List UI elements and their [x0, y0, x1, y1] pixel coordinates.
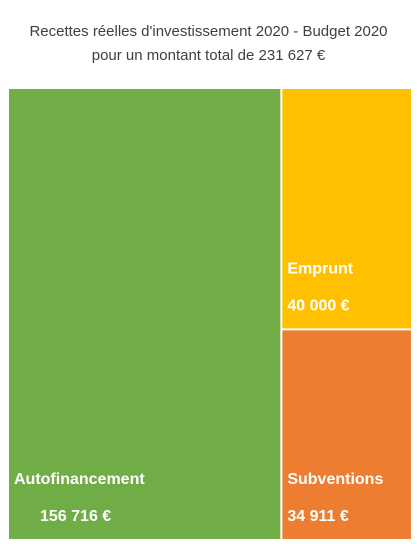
cell-value: 34 911 €	[287, 508, 349, 525]
cell-label: Emprunt	[287, 261, 353, 278]
cell-label: Subventions	[287, 471, 383, 488]
treemap-cell	[9, 89, 281, 539]
chart-title: Recettes réelles d'investissement 2020 -…	[29, 23, 388, 64]
cell-value: 156 716 €	[40, 508, 111, 525]
treemap-cell	[282, 330, 411, 539]
treemap-cell	[282, 89, 411, 329]
cell-label: Autofinancement	[14, 471, 145, 488]
cell-value: 40 000 €	[287, 298, 349, 315]
